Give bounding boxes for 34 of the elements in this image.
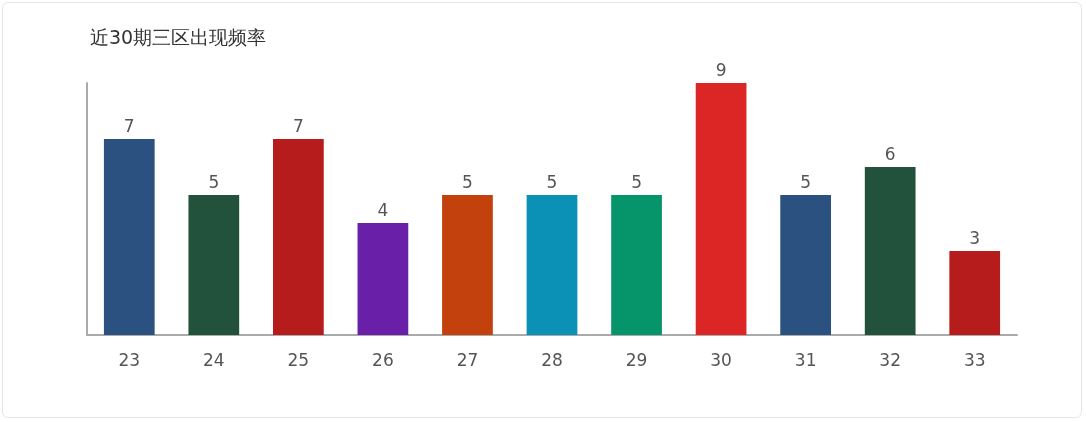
x-tick-label: 30 bbox=[710, 349, 732, 370]
data-label: 5 bbox=[546, 171, 558, 192]
x-tick-label: 33 bbox=[963, 349, 986, 370]
data-label: 7 bbox=[123, 115, 135, 136]
bar bbox=[780, 195, 831, 335]
x-tick-label: 25 bbox=[287, 349, 310, 370]
data-label: 9 bbox=[715, 59, 727, 80]
bar bbox=[526, 195, 578, 335]
x-tick-label: 28 bbox=[541, 349, 563, 370]
x-tick-label: 24 bbox=[203, 349, 225, 370]
x-tick-label: 23 bbox=[118, 349, 141, 370]
x-tick-label: 27 bbox=[456, 349, 479, 370]
bar bbox=[273, 139, 324, 335]
x-tick-label: 32 bbox=[879, 349, 901, 370]
bar bbox=[103, 139, 155, 335]
data-label: 4 bbox=[377, 199, 389, 220]
data-label: 5 bbox=[208, 171, 220, 192]
data-label: 6 bbox=[884, 143, 896, 164]
data-label: 5 bbox=[631, 171, 642, 192]
chart-title: 近30期三区出现频率 bbox=[90, 25, 267, 48]
x-tick-label: 26 bbox=[372, 349, 394, 370]
bar bbox=[188, 195, 240, 335]
bar bbox=[949, 251, 1001, 335]
bar bbox=[695, 83, 747, 335]
bar bbox=[611, 195, 662, 335]
bar bbox=[442, 195, 493, 335]
data-label: 7 bbox=[292, 115, 304, 136]
data-label: 5 bbox=[800, 171, 812, 192]
bar bbox=[864, 167, 916, 335]
x-tick-label: 29 bbox=[625, 349, 648, 370]
bar bbox=[357, 223, 409, 335]
data-label: 3 bbox=[969, 227, 981, 248]
data-label: 5 bbox=[462, 171, 473, 192]
x-tick-label: 31 bbox=[794, 349, 817, 370]
